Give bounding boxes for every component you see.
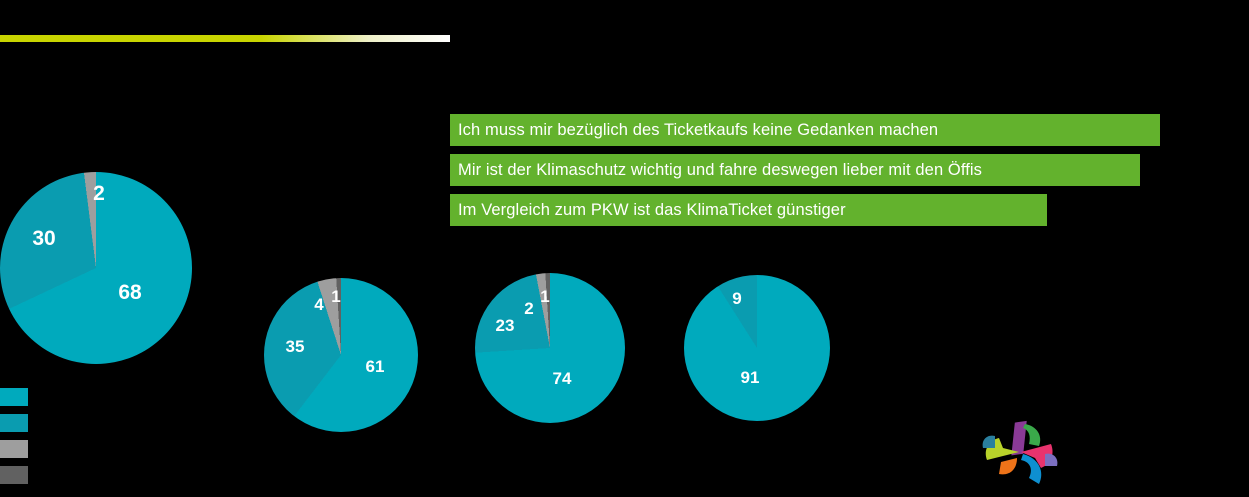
pie-1 — [0, 172, 192, 364]
statement-bar: Im Vergleich zum PKW ist das KlimaTicket… — [450, 194, 1047, 226]
legend-swatch — [0, 466, 28, 484]
pie-slice-value: 68 — [118, 281, 142, 304]
pie-slice-value: 2 — [93, 182, 105, 205]
statement-bar: Ich muss mir bezüglich des Ticketkaufs k… — [450, 114, 1160, 146]
pie-slice-value: 1 — [331, 287, 341, 306]
pie-slice-value: 30 — [32, 227, 56, 250]
pie-slice-value: 4 — [314, 295, 324, 314]
pie-4 — [684, 275, 830, 421]
pie-3 — [475, 273, 625, 423]
pie-slice-value: 1 — [540, 287, 550, 306]
statement-bar-label: Im Vergleich zum PKW ist das KlimaTicket… — [458, 200, 846, 219]
legend-item — [0, 440, 36, 458]
pie-slice-value: 23 — [495, 316, 515, 335]
top-accent-rule — [0, 35, 450, 42]
pie-slice-value: 35 — [285, 337, 305, 356]
legend-swatch — [0, 388, 28, 406]
pinwheel-logo — [978, 412, 1064, 492]
statement-bar-label: Ich muss mir bezüglich des Ticketkaufs k… — [458, 120, 939, 139]
legend-item — [0, 388, 36, 406]
statement-bar-label: Mir ist der Klimaschutz wichtig und fahr… — [458, 160, 983, 179]
pie-slice-value: 91 — [740, 368, 760, 387]
legend-item — [0, 466, 36, 484]
statement-bar: Mir ist der Klimaschutz wichtig und fahr… — [450, 154, 1140, 186]
chart-legend — [0, 388, 36, 492]
pie-slice-value: 74 — [552, 369, 572, 388]
pie-slice-value: 2 — [524, 299, 534, 318]
pie-2 — [264, 278, 418, 432]
pie-slice-value: 9 — [732, 289, 742, 308]
legend-swatch — [0, 414, 28, 432]
pie-slice-value: 61 — [365, 357, 385, 376]
legend-item — [0, 414, 36, 432]
legend-swatch — [0, 440, 28, 458]
